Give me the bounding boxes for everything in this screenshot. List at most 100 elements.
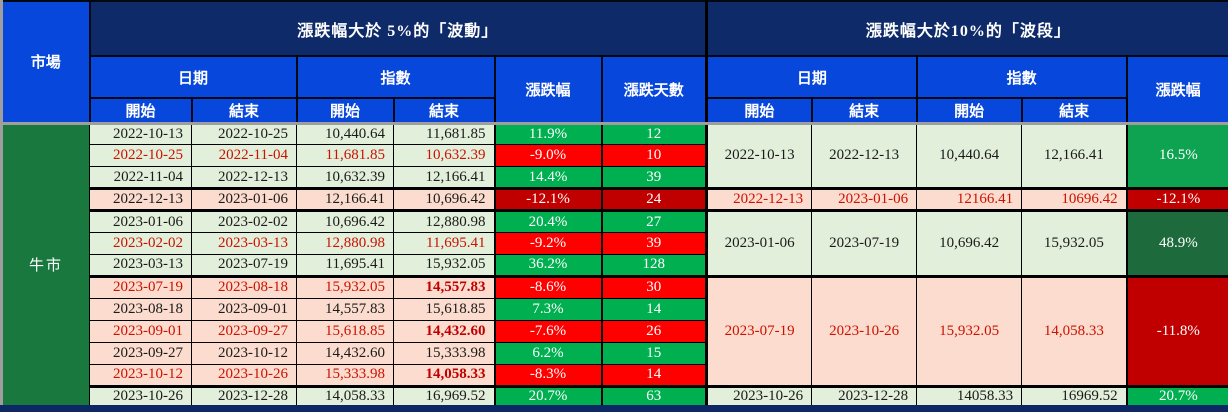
- table-row: 2022-11-04 2022-12-13 10,632.39 12,166.41 14…: [2, 166, 1228, 191]
- cell-right-end-date: 2023-07-19: [811, 210, 918, 278]
- cell-left-pct: -8.3%: [493, 363, 602, 388]
- cell-left-end-date: 2023-09-27: [191, 319, 297, 343]
- cell-left-end-date: 2023-12-28: [191, 385, 297, 410]
- left-date-end-header: 結束: [190, 97, 298, 125]
- table-row: 2023-03-13 2023-07-19 11,695.41 15,932.05 36…: [2, 254, 1228, 278]
- cell-left-end-index: 16,969.52: [393, 385, 495, 410]
- cell-left-start-date: 2023-10-12: [89, 363, 192, 388]
- left-pct-header: 漲跌幅: [493, 55, 603, 125]
- header-group-row: 日期 指數 漲跌幅 漲跌天數 日期 指數 漲跌幅: [2, 55, 1228, 125]
- table-row: 2023-09-27 2023-10-12 14,432.60 15,333.98 6.…: [2, 341, 1228, 365]
- cell-left-start-date: 2022-10-25: [89, 144, 192, 168]
- cell-left-end-date: 2022-12-13: [191, 166, 297, 191]
- right-date-start-header: 開始: [705, 97, 813, 125]
- cell-left-end-date: 2023-10-26: [191, 363, 297, 388]
- cell-right-end-index: 15,932.05: [1021, 210, 1128, 278]
- cell-right-end-date: 2022-12-13: [811, 122, 918, 191]
- cell-left-start-date: 2023-02-02: [89, 232, 192, 256]
- left-index-end-header: 結束: [392, 97, 496, 125]
- right-index-header: 指數: [915, 55, 1128, 99]
- cell-left-end-index: 12,880.98: [393, 210, 495, 234]
- right-index-end-header: 結束: [1020, 97, 1128, 125]
- cell-right-end-date: 2023-12-28: [811, 385, 918, 410]
- table-row: 2023-10-12 2023-10-26 15,333.98 14,058.33 -8…: [2, 363, 1228, 388]
- cell-left-end-index: 15,618.85: [393, 297, 495, 321]
- cell-left-end-date: 2023-03-13: [191, 232, 297, 256]
- cell-left-start-index: 11,681.85: [296, 144, 394, 168]
- table-row: 2023-02-02 2023-03-13 12,880.98 11,695.41 -9…: [2, 232, 1228, 256]
- cell-left-end-date: 2023-02-02: [191, 210, 297, 234]
- cell-left-pct: 20.7%: [493, 385, 602, 410]
- cell-left-pct: 20.4%: [493, 210, 602, 234]
- cell-left-end-date: 2022-10-25: [191, 122, 297, 146]
- cell-right-pct: -12.1%: [1125, 188, 1228, 213]
- cell-left-pct: -9.0%: [493, 144, 602, 168]
- cell-left-days: 27: [600, 210, 708, 234]
- cell-left-end-date: 2023-07-19: [191, 254, 297, 278]
- cell-left-days: 63: [600, 385, 708, 410]
- cell-left-end-index: 12,166.41: [393, 166, 495, 191]
- cell-left-start-index: 11,695.41: [296, 254, 394, 278]
- cell-left-start-index: 15,333.98: [296, 363, 394, 388]
- cell-right-pct: -11.8%: [1125, 275, 1228, 388]
- left-date-header: 日期: [88, 55, 298, 99]
- cell-right-start-index: 10,696.42: [916, 210, 1023, 278]
- cell-left-days: 14: [600, 363, 708, 388]
- cell-left-end-index: 10,696.42: [393, 188, 495, 213]
- cell-right-start-index: 14058.33: [916, 385, 1023, 410]
- left-days-header: 漲跌天數: [600, 55, 708, 125]
- right-pct-header: 漲跌幅: [1125, 55, 1228, 125]
- cell-right-pct: 16.5%: [1125, 122, 1228, 191]
- cell-left-pct: 6.2%: [493, 341, 602, 365]
- cell-right-end-index: 12,166.41: [1021, 122, 1128, 191]
- cell-left-start-index: 10,440.64: [296, 122, 394, 146]
- header-subcolumn-row: 開始 結束 開始 結束 開始 結束 開始 結束: [2, 97, 1228, 125]
- left-date-start-header: 開始: [88, 97, 193, 125]
- cell-left-pct: -7.6%: [493, 319, 602, 343]
- cell-left-end-index: 10,632.39: [393, 144, 495, 168]
- cell-left-start-index: 14,557.83: [296, 297, 394, 321]
- cell-right-start-date: 2023-10-26: [705, 385, 813, 410]
- cell-left-start-date: 2022-11-04: [89, 166, 192, 191]
- cell-left-days: 12: [600, 122, 708, 146]
- cell-left-pct: -12.1%: [493, 188, 602, 213]
- header-banner-row: 市場 漲跌幅大於 5%的「波動」 漲跌幅大於10%的「波段」: [0, 0, 1228, 125]
- cell-left-end-date: 2023-10-12: [191, 341, 297, 365]
- cell-right-start-index: 12166.41: [916, 188, 1023, 213]
- cell-right-start-date: 2023-01-06: [705, 210, 813, 278]
- cell-left-start-index: 12,166.41: [296, 188, 394, 213]
- cell-right-start-index: 10,440.64: [916, 122, 1023, 191]
- cell-left-start-date: 2023-09-01: [89, 319, 192, 343]
- left-index-header: 指數: [295, 55, 496, 99]
- cell-left-pct: 11.9%: [493, 122, 602, 146]
- cell-left-start-date: 2022-10-13: [89, 122, 192, 146]
- cell-left-start-date: 2023-01-06: [89, 210, 192, 234]
- cell-right-pct: 20.7%: [1125, 385, 1228, 410]
- cell-right-start-date: 2022-12-13: [705, 188, 813, 213]
- cell-left-start-date: 2023-07-19: [89, 275, 192, 299]
- cell-left-pct: 7.3%: [493, 297, 602, 321]
- right-section-title: 漲跌幅大於10%的「波段」: [705, 0, 1228, 57]
- cell-left-days: 26: [600, 319, 708, 343]
- cell-left-end-date: 2023-01-06: [191, 188, 297, 213]
- cell-right-end-date: 2023-01-06: [811, 188, 918, 213]
- right-date-end-header: 結束: [810, 97, 918, 125]
- cell-right-end-date: 2023-10-26: [811, 275, 918, 388]
- cell-left-end-index: 14,432.60: [393, 319, 495, 343]
- cell-left-days: 10: [600, 144, 708, 168]
- table-row: 2022-12-13 2023-01-06 12,166.41 10,696.42 -1…: [2, 188, 1228, 213]
- cell-left-pct: 36.2%: [493, 254, 602, 278]
- table-row: 2023-07-19 2023-08-18 15,932.05 14,557.83 -8…: [2, 275, 1228, 388]
- cell-left-end-index: 11,681.85: [393, 122, 495, 146]
- cell-left-end-index: 15,932.05: [393, 254, 495, 278]
- cell-left-start-index: 15,932.05: [296, 275, 394, 299]
- table-row: 牛市 2022-10-13 2022-10-25 10,440.64 11,681.85…: [1, 122, 1228, 409]
- cell-left-start-date: 2023-10-26: [89, 385, 192, 410]
- cell-left-days: 15: [600, 341, 708, 365]
- cell-left-start-index: 15,618.85: [296, 319, 394, 343]
- cell-left-start-index: 14,432.60: [296, 341, 394, 365]
- cell-left-days: 14: [600, 297, 708, 321]
- cell-right-pct: 48.9%: [1125, 210, 1228, 278]
- cell-left-pct: -9.2%: [493, 232, 602, 256]
